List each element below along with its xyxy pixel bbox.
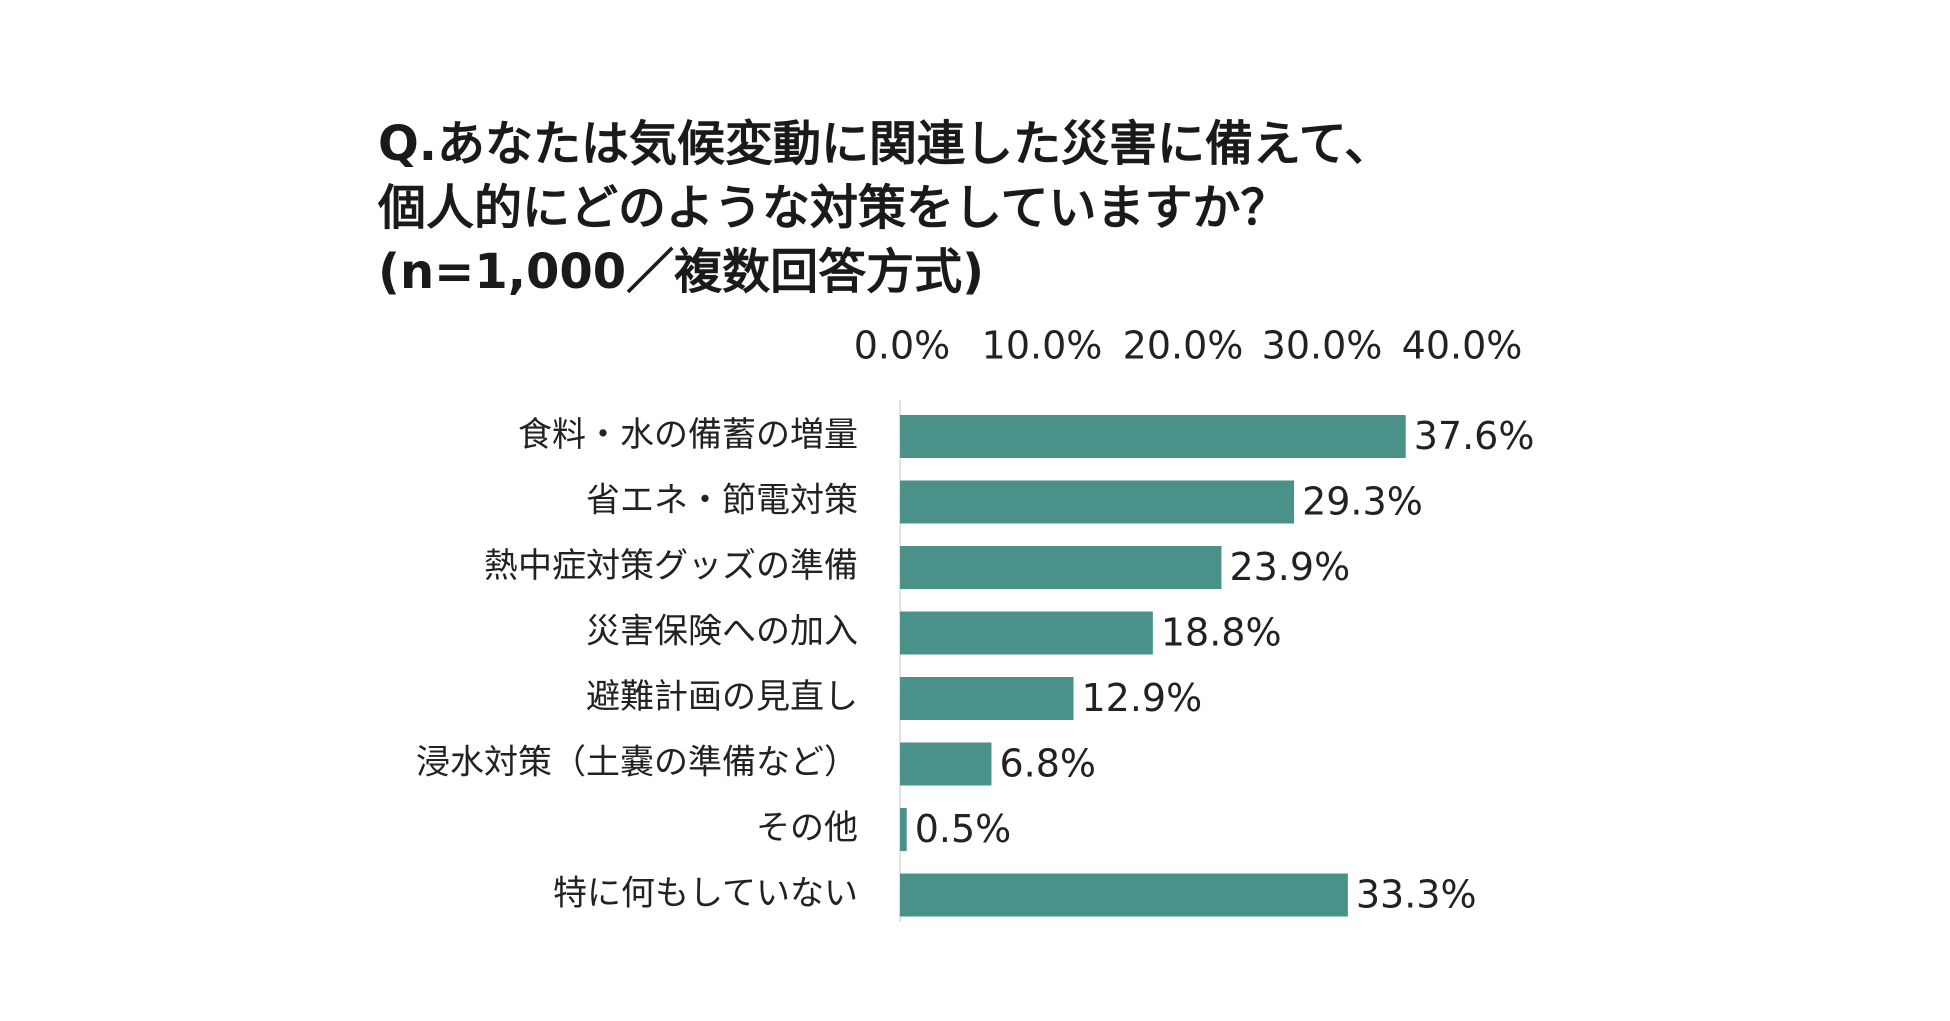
data-label: 29.3% <box>1302 480 1423 524</box>
chart-title-line-2: 個人的にどのような対策をしていますか？ <box>378 180 1289 236</box>
bar <box>900 742 992 786</box>
x-tick-label: 0.0% <box>854 324 951 368</box>
category-label: 避難計画の見直し <box>586 677 858 717</box>
data-label: 12.9% <box>1082 676 1203 720</box>
bar <box>900 808 907 851</box>
data-label: 18.8% <box>1161 611 1282 655</box>
category-label: 熱中症対策グッズの準備 <box>484 546 858 586</box>
bar <box>900 415 1406 458</box>
chart-title: Q.あなたは気候変動に関連した災害に備えて、 個人的にどのような対策をしています… <box>378 112 1678 304</box>
x-tick-label: 20.0% <box>1123 324 1244 368</box>
bar <box>900 873 1348 917</box>
x-tick-label: 10.0% <box>982 324 1103 368</box>
category-label: 省エネ・節電対策 <box>586 481 858 521</box>
category-label: 浸水対策（土嚢の準備など） <box>416 743 858 783</box>
category-label: 食料・水の備蓄の増量 <box>518 415 858 455</box>
chart-title-line-1: Q.あなたは気候変動に関連した災害に備えて、 <box>378 116 1393 172</box>
x-tick-label: 40.0% <box>1402 324 1523 368</box>
category-label: その他 <box>756 808 858 848</box>
data-label: 6.8% <box>999 742 1096 786</box>
x-tick-label: 30.0% <box>1262 324 1383 368</box>
data-label: 23.9% <box>1229 545 1350 589</box>
data-label: 37.6% <box>1414 414 1535 458</box>
bar <box>900 480 1295 524</box>
bar <box>900 546 1222 589</box>
bar <box>900 611 1153 655</box>
bar <box>900 677 1074 720</box>
category-label: 特に何もしていない <box>553 874 858 914</box>
data-label: 0.5% <box>915 807 1012 851</box>
category-label: 災害保険への加入 <box>586 612 858 652</box>
data-label: 33.3% <box>1356 873 1477 917</box>
chart-title-line-3: (n=1,000／複数回答方式) <box>378 244 985 300</box>
